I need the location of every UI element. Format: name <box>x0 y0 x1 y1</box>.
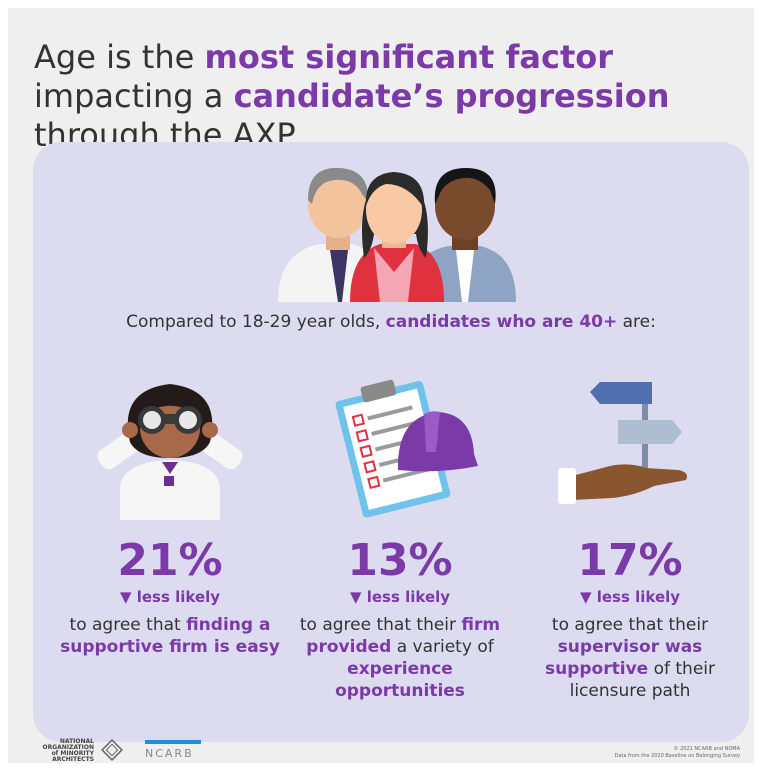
stat-less-likely: ▼ less likely <box>579 588 681 606</box>
clipboard-hardhat-icon <box>335 379 478 518</box>
ncarb-logo-text: NCARB <box>145 747 194 760</box>
stat-percent: 17% <box>577 535 683 586</box>
stat-description: to agree that finding a supportive firm … <box>60 615 280 657</box>
infographic: Age is the most significant factor impac… <box>8 8 754 763</box>
copyright-notice: © 2021 NCARB and NOMA Data from the 2020… <box>614 746 740 759</box>
title-highlight-factor: most significant factor <box>204 38 614 76</box>
binoculars-person-icon <box>97 384 243 520</box>
three-people-icon <box>278 167 516 302</box>
noma-diamond-icon <box>101 739 123 761</box>
stat-column-finding-firm: 21% ▼ less likely to agree that finding … <box>51 370 289 658</box>
stat-percent: 21% <box>117 535 223 586</box>
stat-less-likely: ▼ less likely <box>349 588 451 606</box>
stat-column-experience: 13% ▼ less likely to agree that their fi… <box>281 370 519 702</box>
title-highlight-progression: candidate’s progression <box>233 77 670 115</box>
content-panel: Compared to 18-29 year olds, candidates … <box>33 142 749 742</box>
stat-column-supervisor: 17% ▼ less likely to agree that their su… <box>511 370 749 702</box>
noma-logo-text: NATIONAL ORGANIZATION of MINORITY ARCHIT… <box>42 738 94 763</box>
noma-logo: NATIONAL ORGANIZATION of MINORITY ARCHIT… <box>38 736 130 763</box>
ncarb-logo: NCARB <box>145 740 201 760</box>
stat-description: to agree that their supervisor was suppo… <box>545 615 715 701</box>
comparison-statement: Compared to 18-29 year olds, candidates … <box>126 312 656 332</box>
stat-percent: 13% <box>347 535 453 586</box>
hand-signpost-icon <box>558 382 687 504</box>
stat-description: to agree that their firm provided a vari… <box>299 615 501 701</box>
stat-less-likely: ▼ less likely <box>119 588 221 606</box>
page-title: Age is the most significant factor impac… <box>34 38 670 154</box>
comparison-highlight: candidates who are 40+ <box>385 312 618 332</box>
ncarb-logo-bar <box>145 740 201 744</box>
